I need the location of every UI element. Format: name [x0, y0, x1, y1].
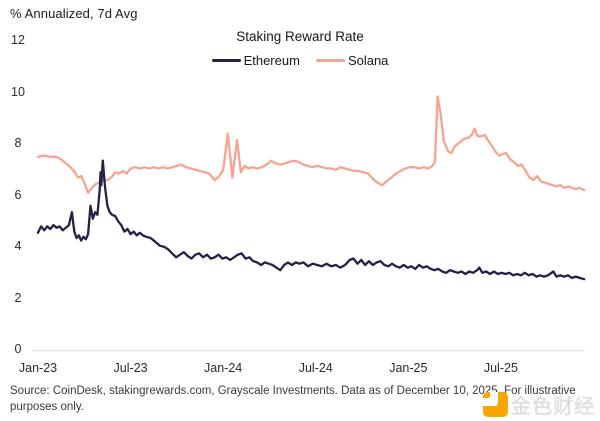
ethereum-line-series: [36, 159, 586, 281]
chart-legend: Ethereum Solana: [0, 53, 600, 68]
y-tick-label: 6: [14, 187, 22, 202]
jinse-logo-icon: [483, 392, 508, 417]
x-tick-label: Jan-24: [204, 361, 243, 375]
y-tick-label: 2: [14, 290, 22, 305]
solana-line-series: [36, 95, 586, 195]
y-tick-label: 4: [14, 239, 22, 253]
chart-title: Staking Reward Rate: [236, 29, 364, 44]
legend-item-ethereum: Ethereum: [211, 53, 300, 68]
y-tick-label: 8: [14, 136, 22, 150]
source-note: Source: CoinDesk, stakingrewards.com, Gr…: [10, 385, 576, 413]
jinse-watermark-text: 金色财经: [511, 396, 595, 419]
y-tick-label: 10: [11, 84, 25, 99]
x-tick-label: Jul-24: [298, 361, 333, 375]
jinse-finance-watermark: 金色财经: [483, 390, 595, 419]
y-axis-unit-label: % Annualized, 7d Avg: [10, 6, 138, 21]
y-tick-label: 0: [14, 342, 22, 356]
legend-label-solana: Solana: [347, 53, 389, 68]
y-tick-label: 12: [11, 33, 25, 47]
legend-item-solana: Solana: [315, 53, 389, 68]
solana-line-swatch: [315, 59, 345, 62]
x-tick-label: Jan-25: [389, 361, 428, 375]
x-tick-label: Jan-23: [18, 361, 58, 375]
ethereum-line-swatch: [211, 59, 241, 62]
x-tick-label: Jul-25: [483, 361, 518, 375]
x-tick-label: Jul-23: [113, 361, 148, 375]
legend-label-ethereum: Ethereum: [243, 53, 300, 68]
